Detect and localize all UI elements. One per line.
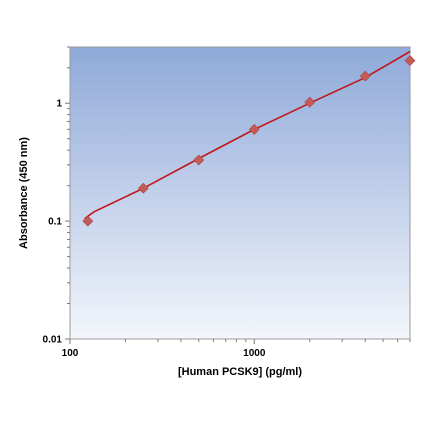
data-point-marker [359,70,371,82]
fit-curve-line [84,50,411,220]
y-axis-title: Absorbance (450 nm) [18,137,30,249]
data-points [82,55,416,227]
data-point-marker [137,182,149,194]
x-tick-label: 100 [62,348,79,359]
x-axis-title: [Human PCSK9] (pg/ml) [178,366,302,378]
tick-labels: 100 1000 0.01 0.1 1 [43,99,266,359]
y-tick-label: 0.1 [48,217,62,228]
data-point-marker [248,123,260,135]
y-tick-label: 1 [56,99,62,110]
plot-area [69,46,411,340]
axis-ticks [65,46,411,344]
y-tick-label: 0.01 [43,335,63,346]
data-point-marker [193,154,205,166]
data-point-marker [404,55,416,67]
fit-curve-group [84,50,411,220]
data-point-marker [304,96,316,108]
data-point-marker [82,215,94,227]
x-tick-label: 1000 [243,348,266,359]
